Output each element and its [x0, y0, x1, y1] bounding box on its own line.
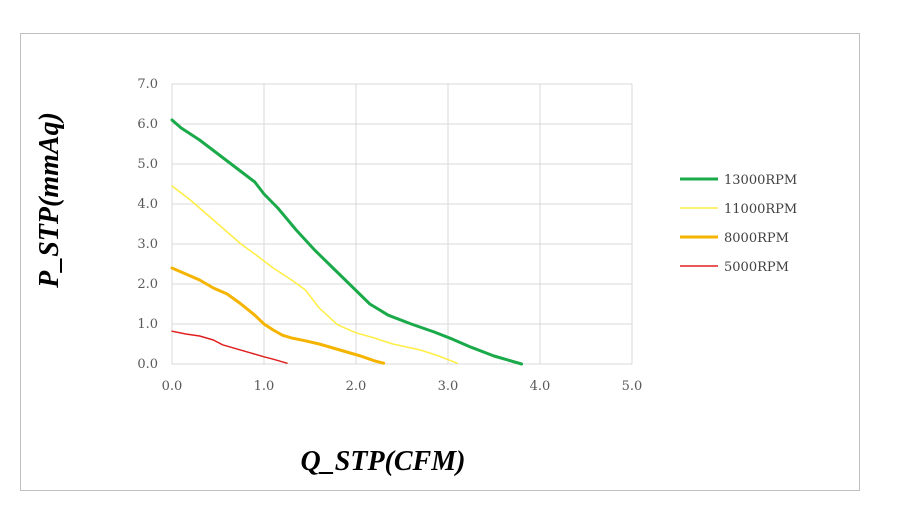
tick-labels: 0.0 1.0 2.0 3.0 4.0 5.0 6.0 7.0 0.0 1.0 2.0 3.0 4.0 5…: [137, 77, 642, 394]
legend-label: 11000RPM: [724, 202, 797, 217]
x-tick-label: 2.0: [346, 379, 367, 394]
grid: [171, 83, 633, 365]
chart-frame: [20, 33, 860, 491]
y-tick-label: 2.0: [137, 277, 158, 292]
x-tick-label: 1.0: [254, 379, 275, 394]
series-line-8000rpm: [170, 266, 386, 365]
series-line-5000rpm: [171, 330, 288, 364]
legend-label: 8000RPM: [724, 231, 789, 246]
y-tick-label: 0.0: [137, 357, 158, 372]
x-tick-label: 4.0: [530, 379, 551, 394]
legend-label: 13000RPM: [724, 173, 797, 188]
legend: 13000RPM 11000RPM 8000RPM 5000RPM: [680, 173, 797, 275]
y-tick-label: 6.0: [137, 117, 158, 132]
series-lines: [170, 118, 524, 366]
series-line-13000rpm: [170, 118, 524, 366]
y-tick-label: 3.0: [137, 237, 158, 252]
legend-label: 5000RPM: [724, 260, 789, 275]
x-tick-label: 0.0: [162, 379, 183, 394]
x-tick-label: 3.0: [438, 379, 459, 394]
y-tick-label: 5.0: [137, 157, 158, 172]
y-tick-label: 1.0: [137, 317, 158, 332]
x-tick-label: 5.0: [622, 379, 643, 394]
y-tick-label: 4.0: [137, 197, 158, 212]
y-tick-label: 7.0: [137, 77, 158, 92]
y-axis-title: P_STP(mmAq): [34, 112, 65, 289]
x-axis-title: Q_STP(CFM): [301, 446, 466, 477]
series-line-11000rpm: [171, 185, 458, 364]
